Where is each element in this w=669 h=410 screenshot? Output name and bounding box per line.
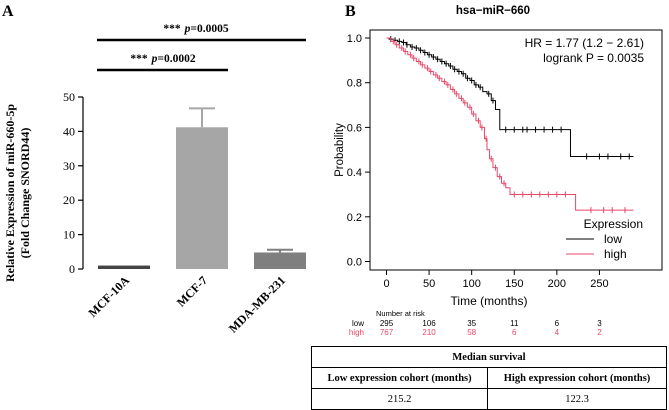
- km-x-tick-label: 100: [462, 278, 480, 290]
- risk-count: 210: [422, 328, 436, 337]
- low-cohort-value: 215.2: [310, 388, 489, 410]
- km-x-tick-label: 150: [505, 278, 523, 290]
- risk-count: 4: [555, 328, 560, 337]
- km-axes: 0 50 100 150 200 250 0.0 0.2 0.4 0.6 0.8 1.0: [347, 33, 609, 290]
- bar-y-label-line2: (Fold Change SNORD44): [18, 128, 32, 259]
- low-cohort-header: Low expression cohort (months): [310, 367, 489, 389]
- risk-count: 767: [380, 328, 394, 337]
- km-curves: [386, 36, 634, 214]
- bar-y-label-line1: Relative Expression of miR-660-5p: [3, 104, 17, 282]
- panel-b-label: B: [345, 3, 356, 20]
- risk-count: 6: [555, 319, 560, 328]
- bar-y-tick-label: 30: [63, 159, 75, 173]
- risk-count: 58: [467, 328, 476, 337]
- risk-count: 6: [512, 328, 517, 337]
- bar-x-label: MCF-10A: [85, 273, 132, 320]
- km-y-tick-label: 0.4: [347, 167, 362, 179]
- bar-annotations: *** p=0.0002*** p=0.0005: [97, 23, 306, 72]
- hr-text: HR = 1.77 (1.2 − 2.61): [525, 36, 644, 50]
- significance-label: *** p=0.0002: [130, 53, 195, 65]
- legend-title: Expression: [584, 217, 643, 231]
- significance-label: *** p=0.0005: [163, 23, 228, 35]
- bar-y-tick-label: 10: [63, 228, 75, 242]
- significance-p: p: [184, 23, 191, 35]
- risk-count: 295: [380, 319, 394, 328]
- median-survival-title: Median survival: [311, 346, 667, 368]
- bar: [98, 265, 150, 269]
- significance-value: =0.0005: [190, 23, 228, 35]
- bar: [254, 252, 306, 269]
- panel-a-label: A: [2, 3, 14, 20]
- significance-stars: ***: [130, 53, 148, 65]
- bar-y-tick-label: 0: [69, 262, 75, 276]
- km-y-tick-label: 0.8: [347, 78, 362, 90]
- legend-label-low: low: [604, 232, 622, 246]
- km-title: hsa−miR−660: [456, 5, 530, 17]
- risk-row-label: low: [352, 319, 364, 328]
- risk-count: 106: [422, 319, 436, 328]
- high-cohort-value: 122.3: [487, 388, 667, 410]
- bar-x-label: MCF-7: [174, 273, 210, 309]
- risk-count: 3: [597, 319, 602, 328]
- bar-y-tick-label: 20: [63, 193, 75, 207]
- km-y-label: Probability: [334, 123, 346, 177]
- risk-count: 35: [467, 319, 476, 328]
- km-x-tick-label: 0: [383, 278, 389, 290]
- km-y-tick-label: 1.0: [347, 33, 362, 45]
- bar-x-label: MDA-MB-231: [226, 273, 288, 335]
- significance-p: p: [151, 53, 158, 65]
- high-cohort-header: High expression cohort (months): [487, 367, 667, 389]
- legend-label-high: high: [604, 247, 627, 261]
- bar-y-tick-label: 40: [63, 124, 75, 138]
- bar-y-ticks: 0 10 20 30 40 50: [63, 90, 83, 276]
- km-x-tick-label: 200: [548, 278, 566, 290]
- risk-table-title: Number at risk: [376, 309, 425, 318]
- km-x-label: Time (months): [451, 294, 528, 308]
- significance-value: =0.0002: [157, 53, 195, 65]
- significance-stars: ***: [163, 23, 181, 35]
- km-plot-frame: [369, 29, 663, 271]
- median-survival-table: Median survival Low expression cohort (m…: [310, 346, 667, 410]
- risk-count: 2: [597, 328, 602, 337]
- km-x-tick-label: 250: [590, 278, 608, 290]
- km-y-tick-label: 0.6: [347, 122, 362, 134]
- bar-series: [98, 107, 306, 269]
- risk-row-label: high: [349, 328, 364, 337]
- bar-y-tick-label: 50: [63, 90, 75, 104]
- risk-count: 11: [510, 319, 519, 328]
- logrank-text: logrank P = 0.0035: [543, 51, 644, 65]
- km-y-tick-label: 0.0: [347, 257, 362, 269]
- bar: [176, 127, 228, 269]
- km-x-tick-label: 50: [423, 278, 435, 290]
- km-chart: hsa−miR−660 0 50 100 150 200 2500.00.20.40.60…: [334, 5, 663, 337]
- bar-x-labels: MCF-10A MCF-7 MDA-MB-231: [85, 273, 288, 335]
- km-y-tick-label: 0.2: [347, 212, 362, 224]
